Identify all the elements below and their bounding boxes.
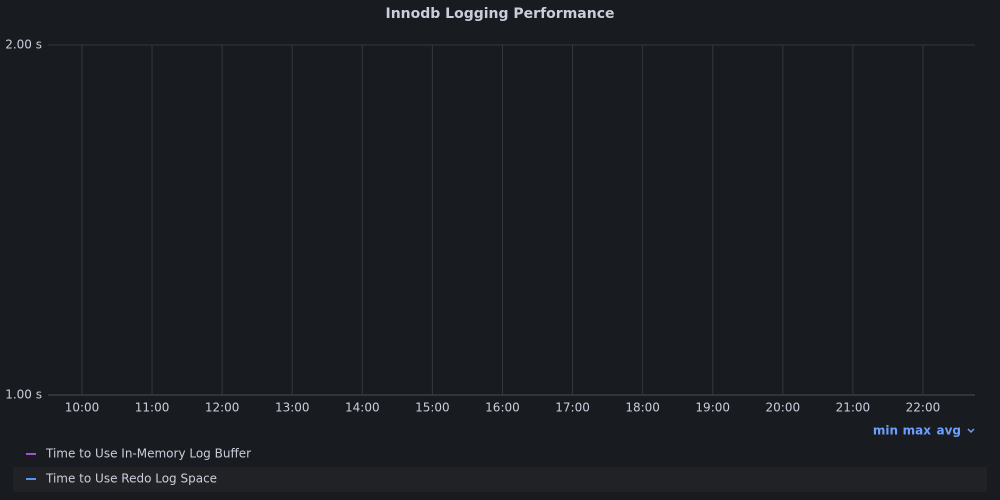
x-tick-label: 19:00 (695, 401, 730, 415)
x-tick-label: 14:00 (345, 401, 380, 415)
x-tick-label: 10:00 (65, 401, 100, 415)
panel-title: Innodb Logging Performance (386, 6, 615, 22)
x-tick-label: 18:00 (625, 401, 660, 415)
legend-label[interactable]: Time to Use In-Memory Log Buffer (45, 447, 251, 461)
legend-column-header[interactable]: avg (936, 424, 961, 438)
x-tick-label: 13:00 (275, 401, 310, 415)
x-tick-label: 17:00 (555, 401, 590, 415)
x-tick-label: 15:00 (415, 401, 450, 415)
x-tick-label: 16:00 (485, 401, 520, 415)
legend-column-header[interactable]: max (903, 424, 932, 438)
legend-column-header[interactable]: min (873, 424, 898, 438)
x-tick-label: 21:00 (836, 401, 871, 415)
y-tick-label: 1.00 s (5, 388, 42, 402)
legend-row-hover (13, 467, 987, 492)
legend-label[interactable]: Time to Use Redo Log Space (45, 472, 217, 486)
y-tick-label: 2.00 s (5, 38, 42, 52)
x-tick-label: 22:00 (906, 401, 941, 415)
x-tick-label: 12:00 (205, 401, 240, 415)
x-tick-label: 11:00 (135, 401, 170, 415)
x-tick-label: 20:00 (766, 401, 801, 415)
sort-chevron[interactable] (967, 428, 975, 434)
